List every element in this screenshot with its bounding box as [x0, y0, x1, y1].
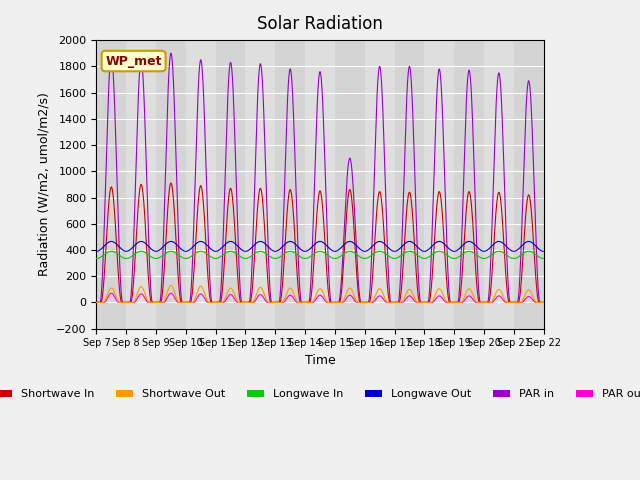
- X-axis label: Time: Time: [305, 354, 335, 367]
- Bar: [186, 40, 216, 329]
- Bar: [335, 40, 365, 329]
- Bar: [275, 40, 305, 329]
- Bar: [156, 40, 186, 329]
- Bar: [484, 40, 514, 329]
- Legend: Shortwave In, Shortwave Out, Longwave In, Longwave Out, PAR in, PAR out: Shortwave In, Shortwave Out, Longwave In…: [0, 385, 640, 404]
- Bar: [305, 40, 335, 329]
- Bar: [454, 40, 484, 329]
- Bar: [424, 40, 454, 329]
- Bar: [126, 40, 156, 329]
- Y-axis label: Radiation (W/m2, umol/m2/s): Radiation (W/m2, umol/m2/s): [38, 93, 51, 276]
- Bar: [97, 40, 126, 329]
- Bar: [365, 40, 394, 329]
- Bar: [514, 40, 543, 329]
- Bar: [394, 40, 424, 329]
- Bar: [216, 40, 246, 329]
- Title: Solar Radiation: Solar Radiation: [257, 15, 383, 33]
- Bar: [246, 40, 275, 329]
- Text: WP_met: WP_met: [106, 55, 162, 68]
